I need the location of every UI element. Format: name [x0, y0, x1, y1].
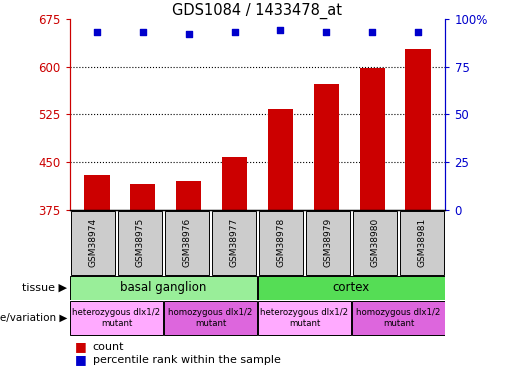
Text: genotype/variation ▶: genotype/variation ▶ [0, 313, 67, 323]
Text: GSM38979: GSM38979 [323, 218, 333, 267]
Bar [84, 175, 110, 210]
Bar [258, 276, 445, 300]
Bar [165, 211, 209, 275]
Bar [268, 109, 293, 210]
Text: tissue ▶: tissue ▶ [22, 283, 67, 293]
Text: cortex: cortex [333, 281, 370, 294]
Text: GSM38974: GSM38974 [89, 218, 97, 267]
Text: GSM38981: GSM38981 [418, 218, 426, 267]
Bar [314, 84, 339, 210]
Bar [70, 276, 257, 300]
Bar [176, 181, 201, 210]
Bar [259, 211, 303, 275]
Point [414, 29, 422, 35]
Bar [164, 301, 257, 335]
Point [93, 29, 101, 35]
Text: heterozygous dlx1/2
mutant: heterozygous dlx1/2 mutant [261, 308, 349, 327]
Point [139, 29, 147, 35]
Bar [212, 211, 256, 275]
Bar [405, 50, 431, 210]
Text: percentile rank within the sample: percentile rank within the sample [93, 355, 281, 365]
Bar [70, 301, 163, 335]
Text: GSM38975: GSM38975 [135, 218, 145, 267]
Bar [118, 211, 162, 275]
Bar [353, 211, 397, 275]
Bar [258, 301, 351, 335]
Text: count: count [93, 342, 124, 352]
Bar [359, 69, 385, 210]
Bar [71, 211, 115, 275]
Bar [400, 211, 444, 275]
Bar [352, 301, 445, 335]
Text: ■: ■ [75, 354, 87, 366]
Text: ■: ■ [75, 340, 87, 353]
Point [277, 27, 285, 33]
Title: GDS1084 / 1433478_at: GDS1084 / 1433478_at [173, 3, 342, 19]
Bar [130, 184, 156, 210]
Text: GSM38978: GSM38978 [277, 218, 285, 267]
Bar [222, 157, 247, 210]
Text: homozygous dlx1/2
mutant: homozygous dlx1/2 mutant [168, 308, 253, 327]
Bar [306, 211, 350, 275]
Point [368, 29, 376, 35]
Text: heterozygous dlx1/2
mutant: heterozygous dlx1/2 mutant [73, 308, 161, 327]
Text: homozygous dlx1/2
mutant: homozygous dlx1/2 mutant [356, 308, 441, 327]
Text: GSM38980: GSM38980 [370, 218, 380, 267]
Point [184, 31, 193, 37]
Point [230, 29, 238, 35]
Point [322, 29, 331, 35]
Text: GSM38976: GSM38976 [182, 218, 192, 267]
Text: GSM38977: GSM38977 [230, 218, 238, 267]
Text: basal ganglion: basal ganglion [121, 281, 207, 294]
